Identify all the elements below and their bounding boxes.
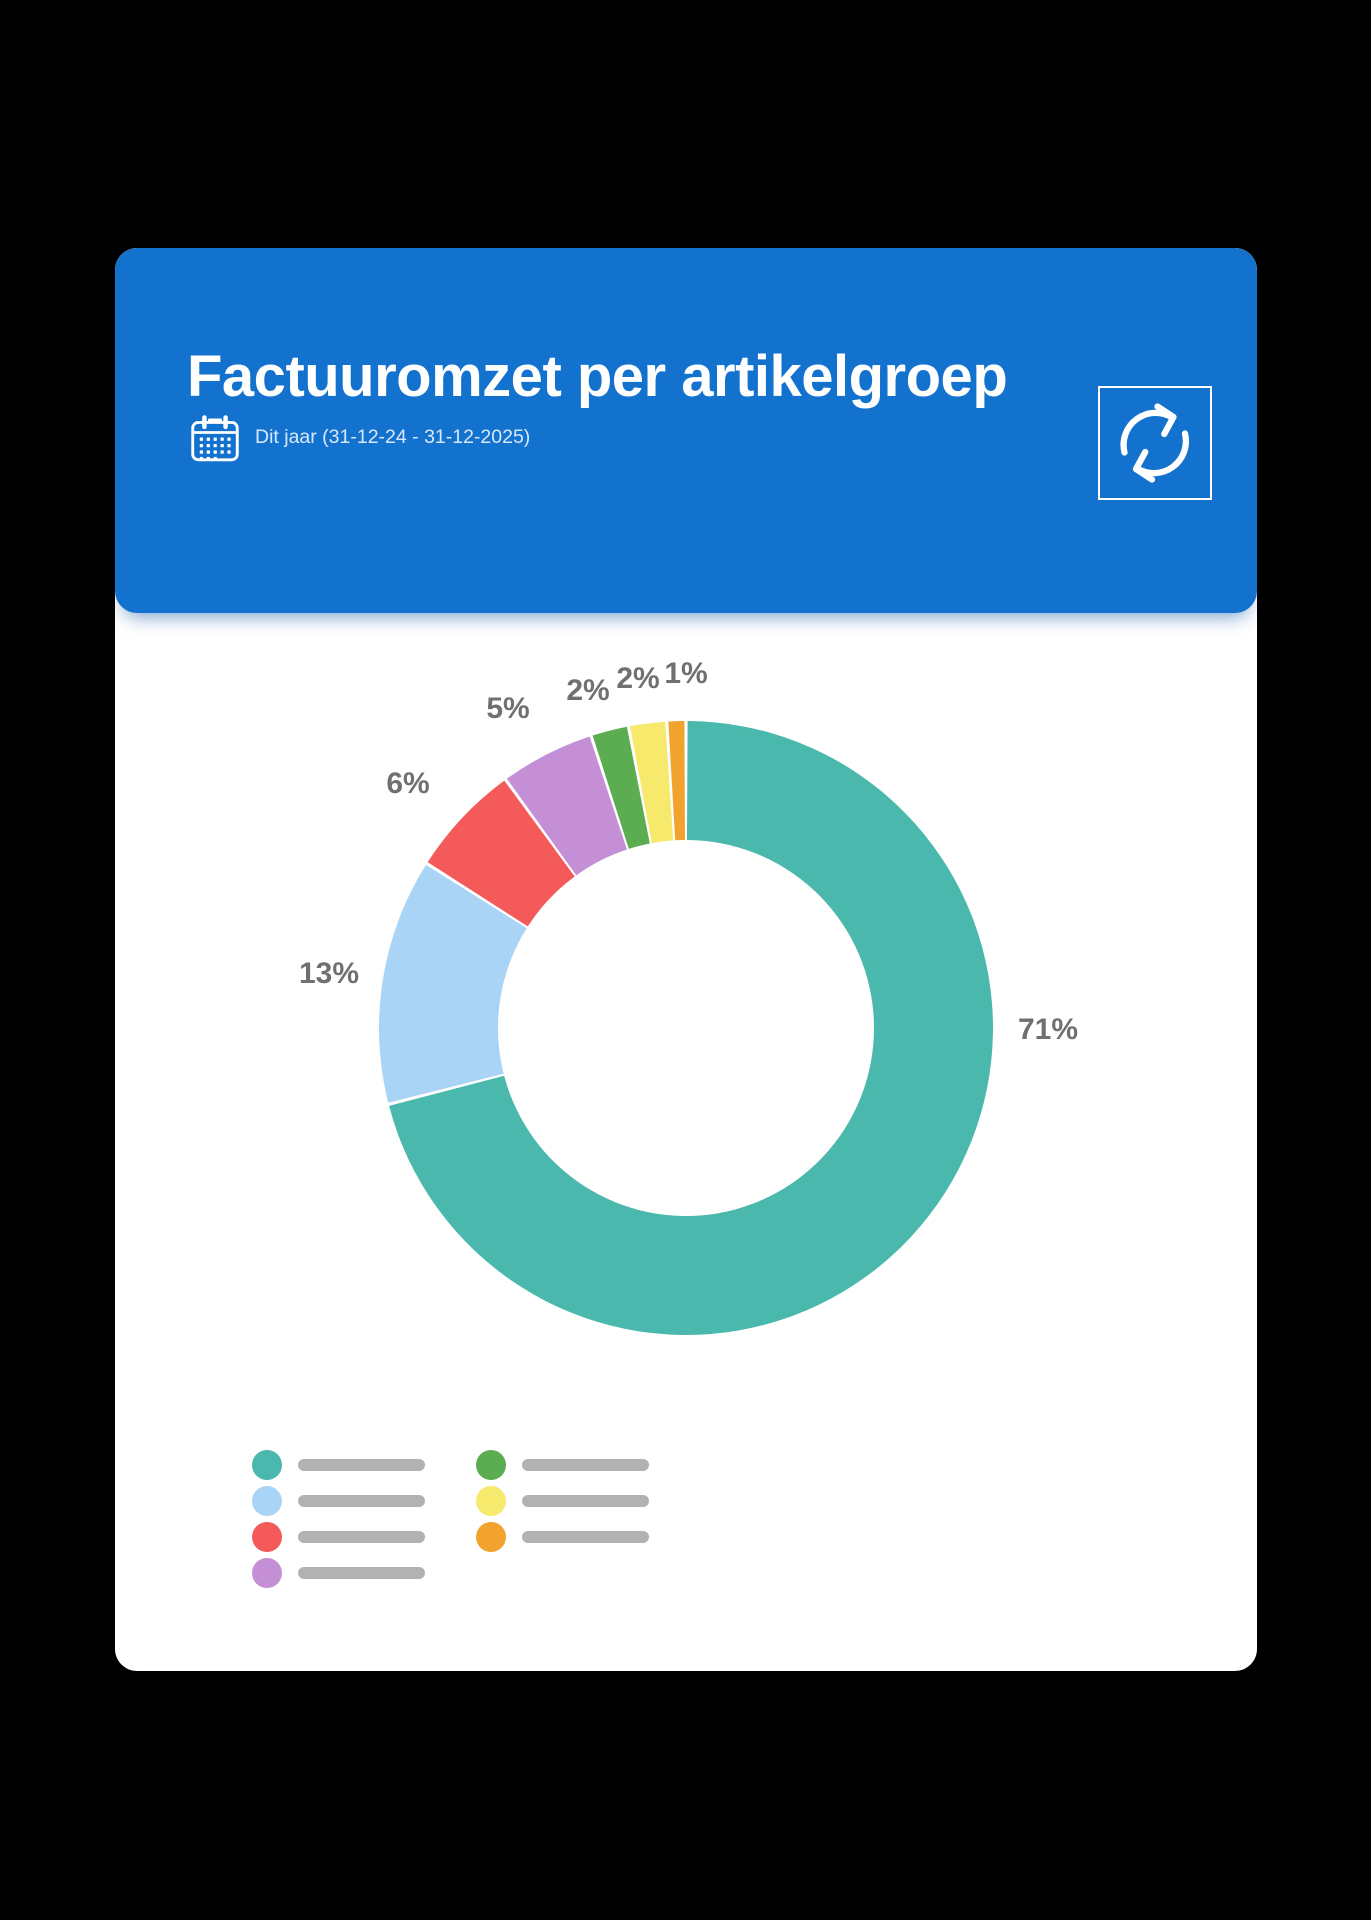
svg-text:1%: 1%	[664, 657, 707, 690]
svg-text:5%: 5%	[486, 692, 529, 725]
svg-text:2%: 2%	[616, 662, 659, 695]
svg-text:6%: 6%	[386, 767, 429, 800]
svg-text:13%: 13%	[299, 957, 359, 990]
svg-text:71%: 71%	[1018, 1013, 1078, 1046]
svg-text:2%: 2%	[566, 674, 609, 707]
